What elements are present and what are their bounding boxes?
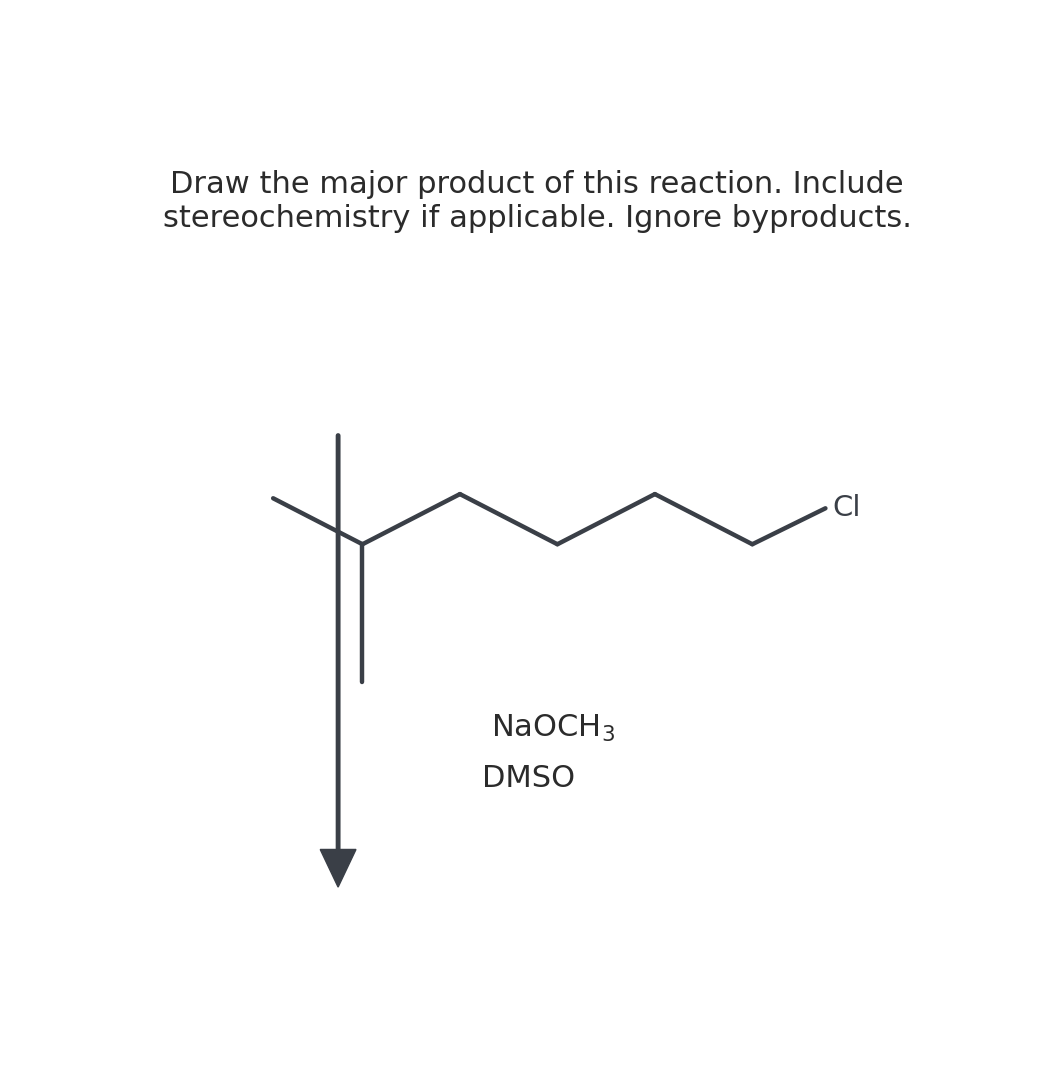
Text: DMSO: DMSO <box>482 763 575 793</box>
Text: Cl: Cl <box>832 494 860 522</box>
Text: stereochemistry if applicable. Ignore byproducts.: stereochemistry if applicable. Ignore by… <box>162 203 912 232</box>
Text: Draw the major product of this reaction. Include: Draw the major product of this reaction.… <box>170 171 904 199</box>
Text: NaOCH$_3$: NaOCH$_3$ <box>492 712 615 744</box>
Polygon shape <box>321 849 356 887</box>
